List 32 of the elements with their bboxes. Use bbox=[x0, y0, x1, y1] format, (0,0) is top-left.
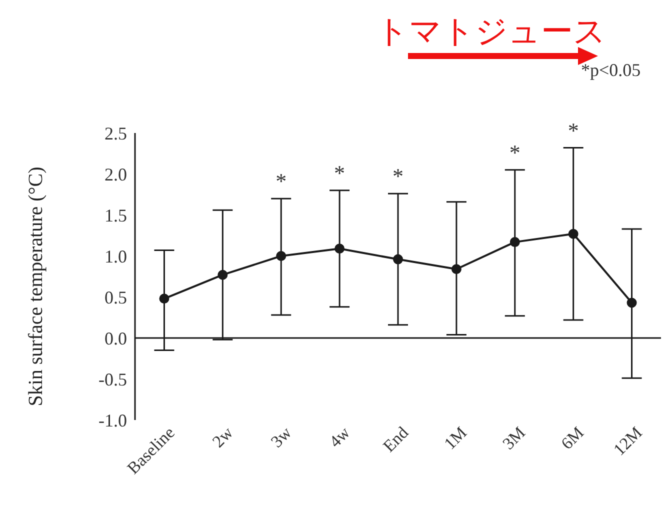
y-tick-label: 2.5 bbox=[104, 123, 127, 144]
x-tick-label: End bbox=[379, 422, 412, 456]
text: *p<0.05 bbox=[581, 60, 641, 81]
x-tick-label: 4w bbox=[326, 422, 354, 452]
x-tick-label: 3M bbox=[498, 423, 530, 454]
annotation: * bbox=[568, 118, 579, 143]
y-tick-label: 2.0 bbox=[104, 164, 127, 184]
point bbox=[510, 237, 520, 248]
y-tick-label: -1.0 bbox=[98, 410, 127, 430]
x-tick-label: 3w bbox=[267, 422, 296, 452]
y-tick-label: 0.0 bbox=[104, 328, 127, 348]
y-axis-title: Skin surface temperature (°C) bbox=[25, 166, 48, 406]
y-tick-label: 1.0 bbox=[104, 246, 127, 266]
y-tick-label: 1.5 bbox=[104, 205, 127, 226]
y-tick-label: 0.5 bbox=[104, 287, 127, 308]
point bbox=[568, 228, 578, 239]
point bbox=[451, 264, 462, 274]
annotation: * bbox=[276, 168, 287, 194]
x-tick-label: 1M bbox=[440, 423, 471, 454]
point bbox=[159, 294, 170, 304]
x-tick-label: 2w bbox=[208, 422, 238, 452]
x-tick-label: 6M bbox=[557, 423, 588, 454]
chart-title: トマトジュース bbox=[376, 11, 606, 52]
point bbox=[218, 270, 228, 280]
y-tick-label: -0.5 bbox=[98, 369, 127, 390]
annotation: * bbox=[334, 160, 346, 186]
annotation: * bbox=[509, 140, 520, 165]
annotation: * bbox=[392, 164, 404, 189]
point bbox=[393, 254, 403, 264]
point bbox=[626, 298, 637, 308]
point bbox=[334, 244, 345, 254]
point bbox=[276, 251, 286, 261]
